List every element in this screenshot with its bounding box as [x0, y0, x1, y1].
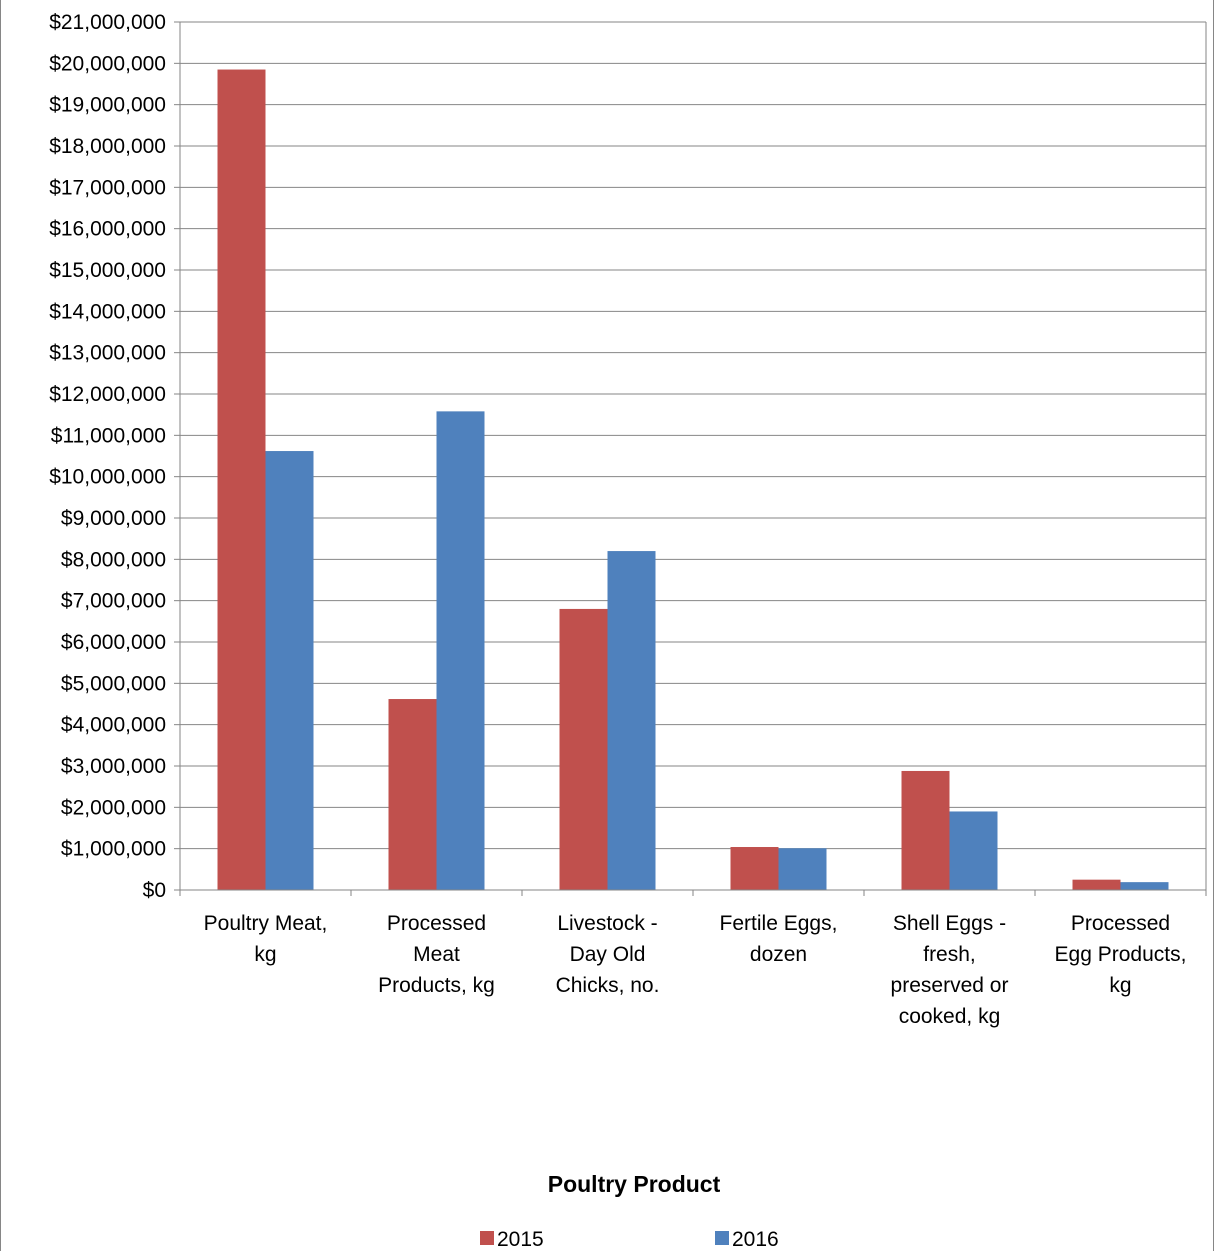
- y-tick-label: $17,000,000: [49, 176, 166, 199]
- x-tick-label: kg: [254, 943, 276, 966]
- bar-2015-2: [559, 608, 608, 890]
- x-tick-labels: Poultry Meat, kg Processed Meat Products, kg…: [204, 912, 1187, 1028]
- bar-2016-3: [778, 848, 827, 890]
- bar-2015-1: [388, 699, 437, 890]
- y-tick-label: $2,000,000: [61, 796, 166, 819]
- legend-swatch-2016: [715, 1231, 729, 1245]
- y-tick-label: $6,000,000: [61, 631, 166, 654]
- x-tick-label: Processed: [1071, 912, 1170, 935]
- x-tick-label: Livestock -: [557, 912, 657, 935]
- x-tick-label: fresh,: [923, 943, 976, 966]
- legend-label-2015: 2015: [497, 1228, 544, 1251]
- gridlines: [180, 21, 1206, 850]
- x-tick-label: Egg Products,: [1055, 943, 1187, 966]
- y-tick-label: $7,000,000: [61, 590, 166, 613]
- y-tick-label: $19,000,000: [49, 94, 166, 117]
- y-tick-label: $12,000,000: [49, 383, 166, 406]
- y-tick-label: $15,000,000: [49, 259, 166, 282]
- legend-label-2016: 2016: [732, 1228, 779, 1251]
- bar-2016-4: [949, 811, 998, 890]
- x-tick-label: Meat: [413, 943, 460, 966]
- x-tick-label: Fertile Eggs,: [720, 912, 838, 935]
- bar-2016-0: [265, 451, 314, 890]
- x-tick-label: Day Old: [570, 943, 646, 966]
- x-tick-label: dozen: [750, 943, 807, 966]
- bar-2015-0: [217, 69, 266, 891]
- y-tick-label: $9,000,000: [61, 507, 166, 530]
- y-tick-label: $14,000,000: [49, 300, 166, 323]
- x-tick-label: cooked, kg: [899, 1005, 1001, 1028]
- y-tick-label: $10,000,000: [49, 466, 166, 489]
- y-tick-label: $20,000,000: [49, 52, 166, 75]
- x-tick-label: Products, kg: [378, 974, 495, 997]
- y-tick-label: $18,000,000: [49, 135, 166, 158]
- x-tick-label: Chicks, no.: [556, 974, 660, 997]
- y-tick-label: $8,000,000: [61, 548, 166, 571]
- x-tick-label: preserved or: [891, 974, 1009, 997]
- bar-2016-5: [1120, 882, 1169, 890]
- legend-swatch-2015: [480, 1231, 494, 1245]
- bar-2016-2: [607, 551, 656, 890]
- y-tick-label: $16,000,000: [49, 218, 166, 241]
- x-tick-label: Shell Eggs -: [893, 912, 1006, 935]
- y-tick-label: $1,000,000: [61, 838, 166, 861]
- y-tick-labels: $0 $1,000,000 $2,000,000 $3,000,000 $4,000,0…: [49, 11, 166, 902]
- axes: [174, 21, 1207, 896]
- bar-2016-1: [436, 411, 485, 890]
- y-tick-label: $3,000,000: [61, 755, 166, 778]
- x-tick-label: kg: [1109, 974, 1131, 997]
- x-tick-label: Poultry Meat,: [204, 912, 328, 935]
- bar-2015-3: [730, 847, 779, 890]
- y-tick-label: $11,000,000: [51, 424, 166, 447]
- bar-2015-5: [1072, 879, 1121, 890]
- y-tick-label: $4,000,000: [61, 714, 166, 737]
- x-tick-label: Processed: [387, 912, 486, 935]
- y-tick-label: $13,000,000: [49, 342, 166, 365]
- bars: [217, 69, 1169, 891]
- y-tick-label: $0: [143, 879, 166, 902]
- y-tick-label: $21,000,000: [49, 11, 166, 34]
- bar-2015-4: [901, 770, 950, 890]
- y-tick-label: $5,000,000: [61, 672, 166, 695]
- x-axis-title: Poultry Product: [548, 1171, 721, 1197]
- legend: 2015 2016: [480, 1228, 779, 1251]
